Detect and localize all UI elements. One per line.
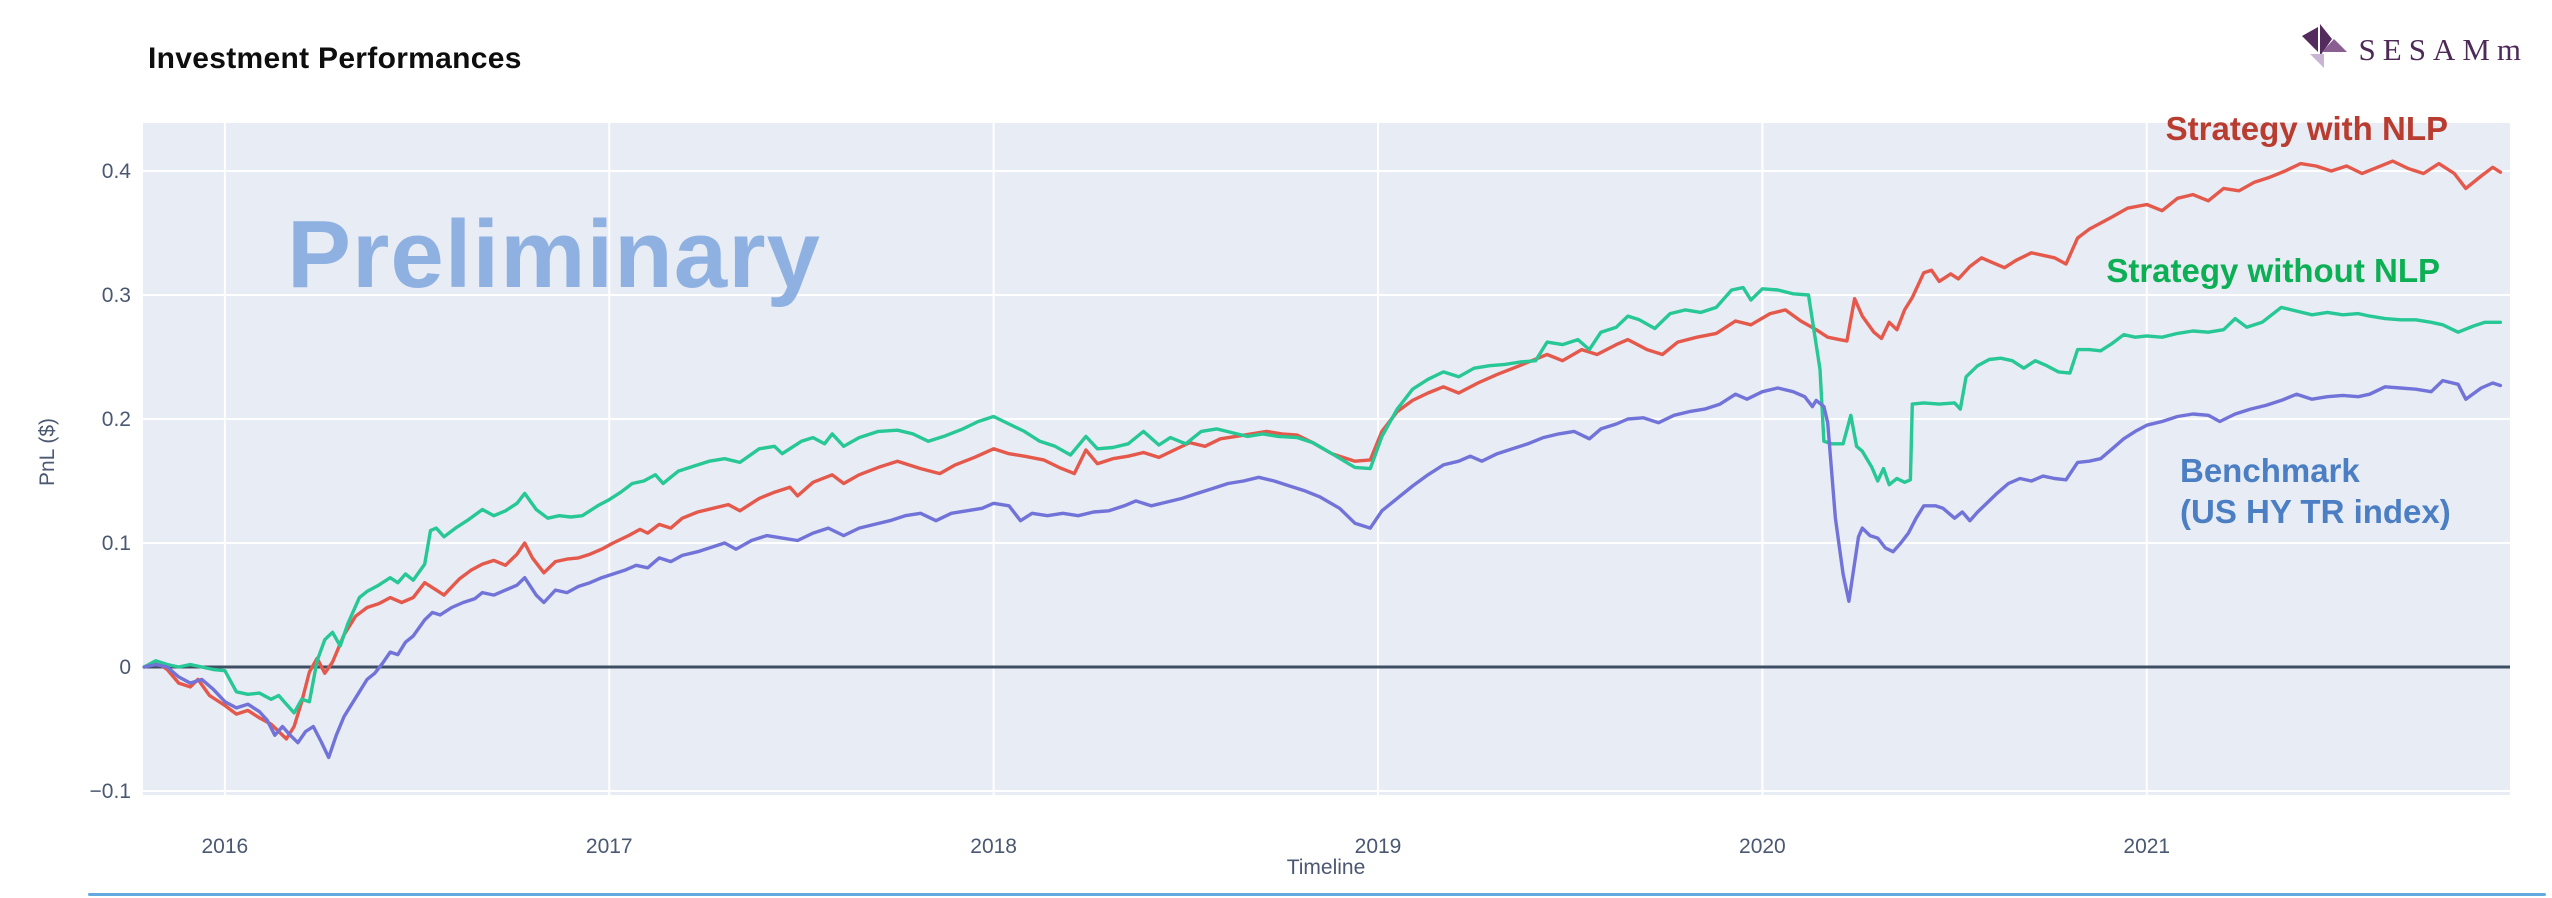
x-tick-label: 2019 [1355, 835, 1402, 858]
x-tick-label: 2017 [586, 835, 633, 858]
y-tick-label: 0.1 [102, 532, 131, 555]
legend-strategy-without-nlp: Strategy without NLP [2106, 252, 2440, 289]
series-line-strategy-with-nlp [142, 159, 2503, 741]
preliminary-watermark: Preliminary [287, 201, 821, 308]
y-axis-title: PnL ($) [36, 417, 59, 487]
legend-benchmark: Benchmark (US HY TR index) [2180, 450, 2451, 532]
logo-bird-icon [2301, 24, 2349, 75]
x-tick-label: 2020 [1739, 835, 1786, 858]
x-axis-title: Timeline [1286, 856, 1366, 879]
series-line-benchmark-us-hy-tr-index [142, 378, 2503, 760]
legend-benchmark-line2: (US HY TR index) [2180, 493, 2451, 530]
x-tick-label: 2021 [2123, 835, 2170, 858]
y-tick-label: 0.4 [102, 160, 132, 183]
logo-text: SESAMm [2358, 31, 2528, 67]
legend-strategy-with-nlp: Strategy with NLP [2165, 110, 2448, 147]
legend-benchmark-line1: Benchmark [2180, 452, 2360, 489]
chart-title: Investment Performances [148, 42, 522, 75]
plot-area [143, 123, 2510, 795]
sesamm-logo: SESAMm [2301, 24, 2528, 75]
bottom-divider [88, 893, 2546, 896]
y-tick-label: −0.1 [90, 780, 131, 803]
x-tick-label: 2018 [970, 835, 1017, 858]
y-tick-label: 0.2 [102, 408, 131, 431]
y-tick-label: 0 [119, 656, 131, 679]
y-tick-label: 0.3 [102, 284, 131, 307]
x-tick-label: 2016 [202, 835, 249, 858]
series-line-strategy-without-nlp [142, 285, 2503, 715]
